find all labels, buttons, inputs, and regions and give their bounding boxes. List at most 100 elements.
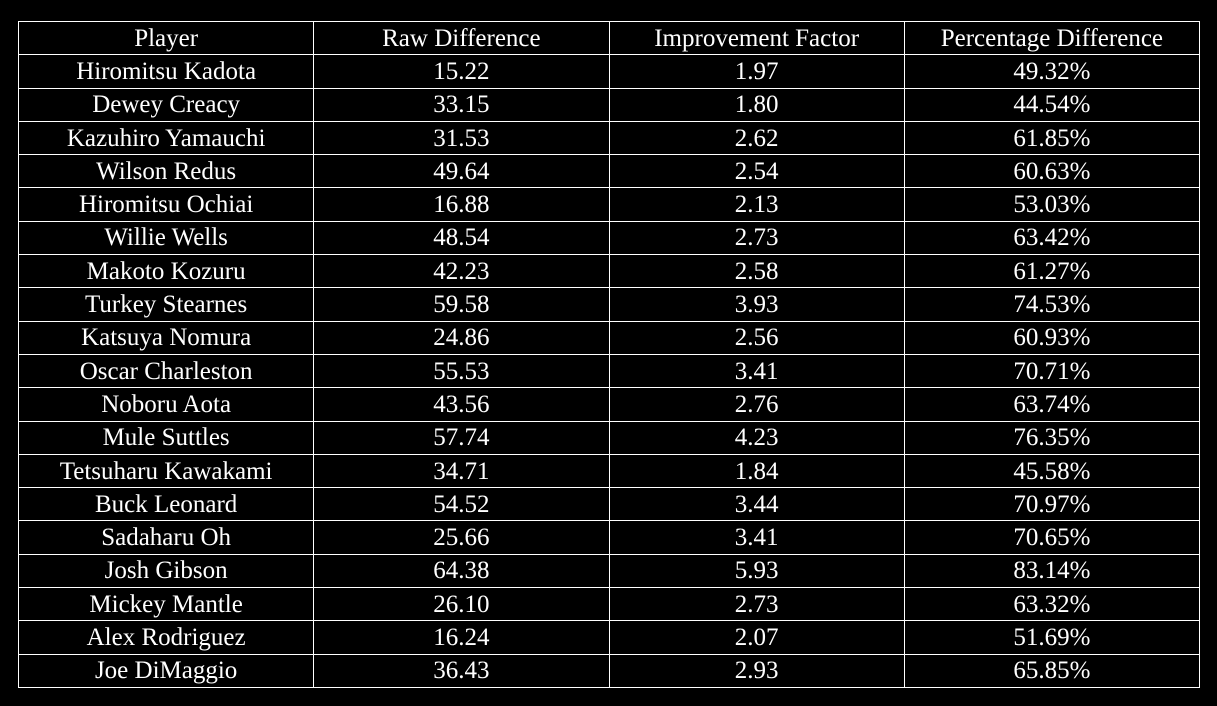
- table-row: Sadaharu Oh 25.66 3.41 70.65%: [17, 520, 1201, 555]
- table-row: Wilson Redus 49.64 2.54 60.63%: [17, 154, 1201, 189]
- table-row: Joe DiMaggio 36.43 2.93 65.85%: [17, 653, 1201, 688]
- cell-improvement-factor: 2.58: [608, 254, 905, 289]
- cell-player: Alex Rodriguez: [17, 620, 315, 655]
- cell-improvement-factor: 1.80: [608, 87, 905, 122]
- cell-percentage-difference: 65.85%: [903, 653, 1201, 688]
- cell-improvement-factor: 3.41: [608, 520, 905, 555]
- cell-raw-difference: 31.53: [313, 120, 610, 156]
- cell-improvement-factor: 1.84: [608, 453, 905, 489]
- cell-percentage-difference: 61.27%: [903, 254, 1201, 289]
- cell-improvement-factor: 1.97: [608, 54, 905, 89]
- cell-raw-difference: 34.71: [313, 453, 610, 489]
- header-raw-difference: Raw Difference: [313, 20, 610, 56]
- cell-raw-difference: 54.52: [313, 487, 610, 522]
- table-row: Mule Suttles 57.74 4.23 76.35%: [17, 420, 1201, 455]
- table-row: Dewey Creacy 33.15 1.80 44.54%: [17, 87, 1201, 122]
- cell-percentage-difference: 60.63%: [903, 154, 1201, 189]
- table-row: Tetsuharu Kawakami 34.71 1.84 45.58%: [17, 453, 1201, 489]
- cell-player: Wilson Redus: [17, 154, 315, 189]
- cell-player: Kazuhiro Yamauchi: [17, 120, 315, 156]
- cell-raw-difference: 48.54: [313, 220, 610, 256]
- table-row: Makoto Kozuru 42.23 2.58 61.27%: [17, 254, 1201, 289]
- table-row: Alex Rodriguez 16.24 2.07 51.69%: [17, 620, 1201, 655]
- cell-improvement-factor: 3.41: [608, 353, 905, 389]
- cell-improvement-factor: 2.56: [608, 320, 905, 355]
- cell-raw-difference: 36.43: [313, 653, 610, 688]
- cell-player: Hiromitsu Ochiai: [17, 187, 315, 222]
- cell-raw-difference: 55.53: [313, 353, 610, 389]
- cell-percentage-difference: 44.54%: [903, 87, 1201, 122]
- table-row: Hiromitsu Ochiai 16.88 2.13 53.03%: [17, 187, 1201, 222]
- cell-improvement-factor: 2.13: [608, 187, 905, 222]
- cell-player: Makoto Kozuru: [17, 254, 315, 289]
- cell-percentage-difference: 74.53%: [903, 287, 1201, 322]
- cell-percentage-difference: 63.74%: [903, 387, 1201, 422]
- cell-percentage-difference: 51.69%: [903, 620, 1201, 655]
- cell-percentage-difference: 70.71%: [903, 353, 1201, 389]
- cell-percentage-difference: 61.85%: [903, 120, 1201, 156]
- cell-percentage-difference: 70.65%: [903, 520, 1201, 555]
- cell-player: Joe DiMaggio: [17, 653, 315, 688]
- cell-player: Noboru Aota: [17, 387, 315, 422]
- cell-improvement-factor: 3.44: [608, 487, 905, 522]
- table-container: Player Raw Difference Improvement Factor…: [17, 20, 1201, 688]
- cell-percentage-difference: 63.32%: [903, 587, 1201, 622]
- cell-raw-difference: 26.10: [313, 587, 610, 622]
- cell-raw-difference: 25.66: [313, 520, 610, 555]
- header-row: Player Raw Difference Improvement Factor…: [17, 20, 1201, 56]
- cell-player: Sadaharu Oh: [17, 520, 315, 555]
- cell-improvement-factor: 3.93: [608, 287, 905, 322]
- cell-improvement-factor: 2.54: [608, 154, 905, 189]
- cell-player: Turkey Stearnes: [17, 287, 315, 322]
- table-row: Josh Gibson 64.38 5.93 83.14%: [17, 553, 1201, 589]
- cell-improvement-factor: 2.62: [608, 120, 905, 156]
- cell-raw-difference: 49.64: [313, 154, 610, 189]
- cell-player: Katsuya Nomura: [17, 320, 315, 355]
- cell-percentage-difference: 53.03%: [903, 187, 1201, 222]
- cell-player: Oscar Charleston: [17, 353, 315, 389]
- cell-improvement-factor: 2.73: [608, 220, 905, 256]
- cell-raw-difference: 16.24: [313, 620, 610, 655]
- header-improvement-factor: Improvement Factor: [608, 20, 905, 56]
- cell-raw-difference: 59.58: [313, 287, 610, 322]
- cell-raw-difference: 57.74: [313, 420, 610, 455]
- cell-player: Tetsuharu Kawakami: [17, 453, 315, 489]
- cell-percentage-difference: 49.32%: [903, 54, 1201, 89]
- cell-improvement-factor: 5.93: [608, 553, 905, 589]
- cell-player: Willie Wells: [17, 220, 315, 256]
- cell-raw-difference: 64.38: [313, 553, 610, 589]
- cell-percentage-difference: 45.58%: [903, 453, 1201, 489]
- header-player: Player: [17, 20, 315, 56]
- table-row: Oscar Charleston 55.53 3.41 70.71%: [17, 353, 1201, 389]
- table-row: Buck Leonard 54.52 3.44 70.97%: [17, 487, 1201, 522]
- table-row: Turkey Stearnes 59.58 3.93 74.53%: [17, 287, 1201, 322]
- table-row: Willie Wells 48.54 2.73 63.42%: [17, 220, 1201, 256]
- cell-raw-difference: 43.56: [313, 387, 610, 422]
- cell-percentage-difference: 63.42%: [903, 220, 1201, 256]
- cell-percentage-difference: 70.97%: [903, 487, 1201, 522]
- table-row: Mickey Mantle 26.10 2.73 63.32%: [17, 587, 1201, 622]
- cell-improvement-factor: 2.76: [608, 387, 905, 422]
- cell-improvement-factor: 2.73: [608, 587, 905, 622]
- table-row: Hiromitsu Kadota 15.22 1.97 49.32%: [17, 54, 1201, 89]
- cell-improvement-factor: 4.23: [608, 420, 905, 455]
- cell-percentage-difference: 76.35%: [903, 420, 1201, 455]
- cell-improvement-factor: 2.93: [608, 653, 905, 688]
- cell-raw-difference: 24.86: [313, 320, 610, 355]
- cell-raw-difference: 15.22: [313, 54, 610, 89]
- cell-player: Mule Suttles: [17, 420, 315, 455]
- cell-player: Josh Gibson: [17, 553, 315, 589]
- table-row: Kazuhiro Yamauchi 31.53 2.62 61.85%: [17, 120, 1201, 156]
- cell-raw-difference: 33.15: [313, 87, 610, 122]
- header-percentage-difference: Percentage Difference: [903, 20, 1201, 56]
- cell-percentage-difference: 60.93%: [903, 320, 1201, 355]
- cell-player: Mickey Mantle: [17, 587, 315, 622]
- table-body: Hiromitsu Kadota 15.22 1.97 49.32% Dewey Cre…: [17, 54, 1201, 688]
- cell-player: Hiromitsu Kadota: [17, 54, 315, 89]
- cell-percentage-difference: 83.14%: [903, 553, 1201, 589]
- player-stats-table: Player Raw Difference Improvement Factor…: [17, 20, 1201, 688]
- cell-raw-difference: 42.23: [313, 254, 610, 289]
- cell-raw-difference: 16.88: [313, 187, 610, 222]
- table-row: Katsuya Nomura 24.86 2.56 60.93%: [17, 320, 1201, 355]
- table-row: Noboru Aota 43.56 2.76 63.74%: [17, 387, 1201, 422]
